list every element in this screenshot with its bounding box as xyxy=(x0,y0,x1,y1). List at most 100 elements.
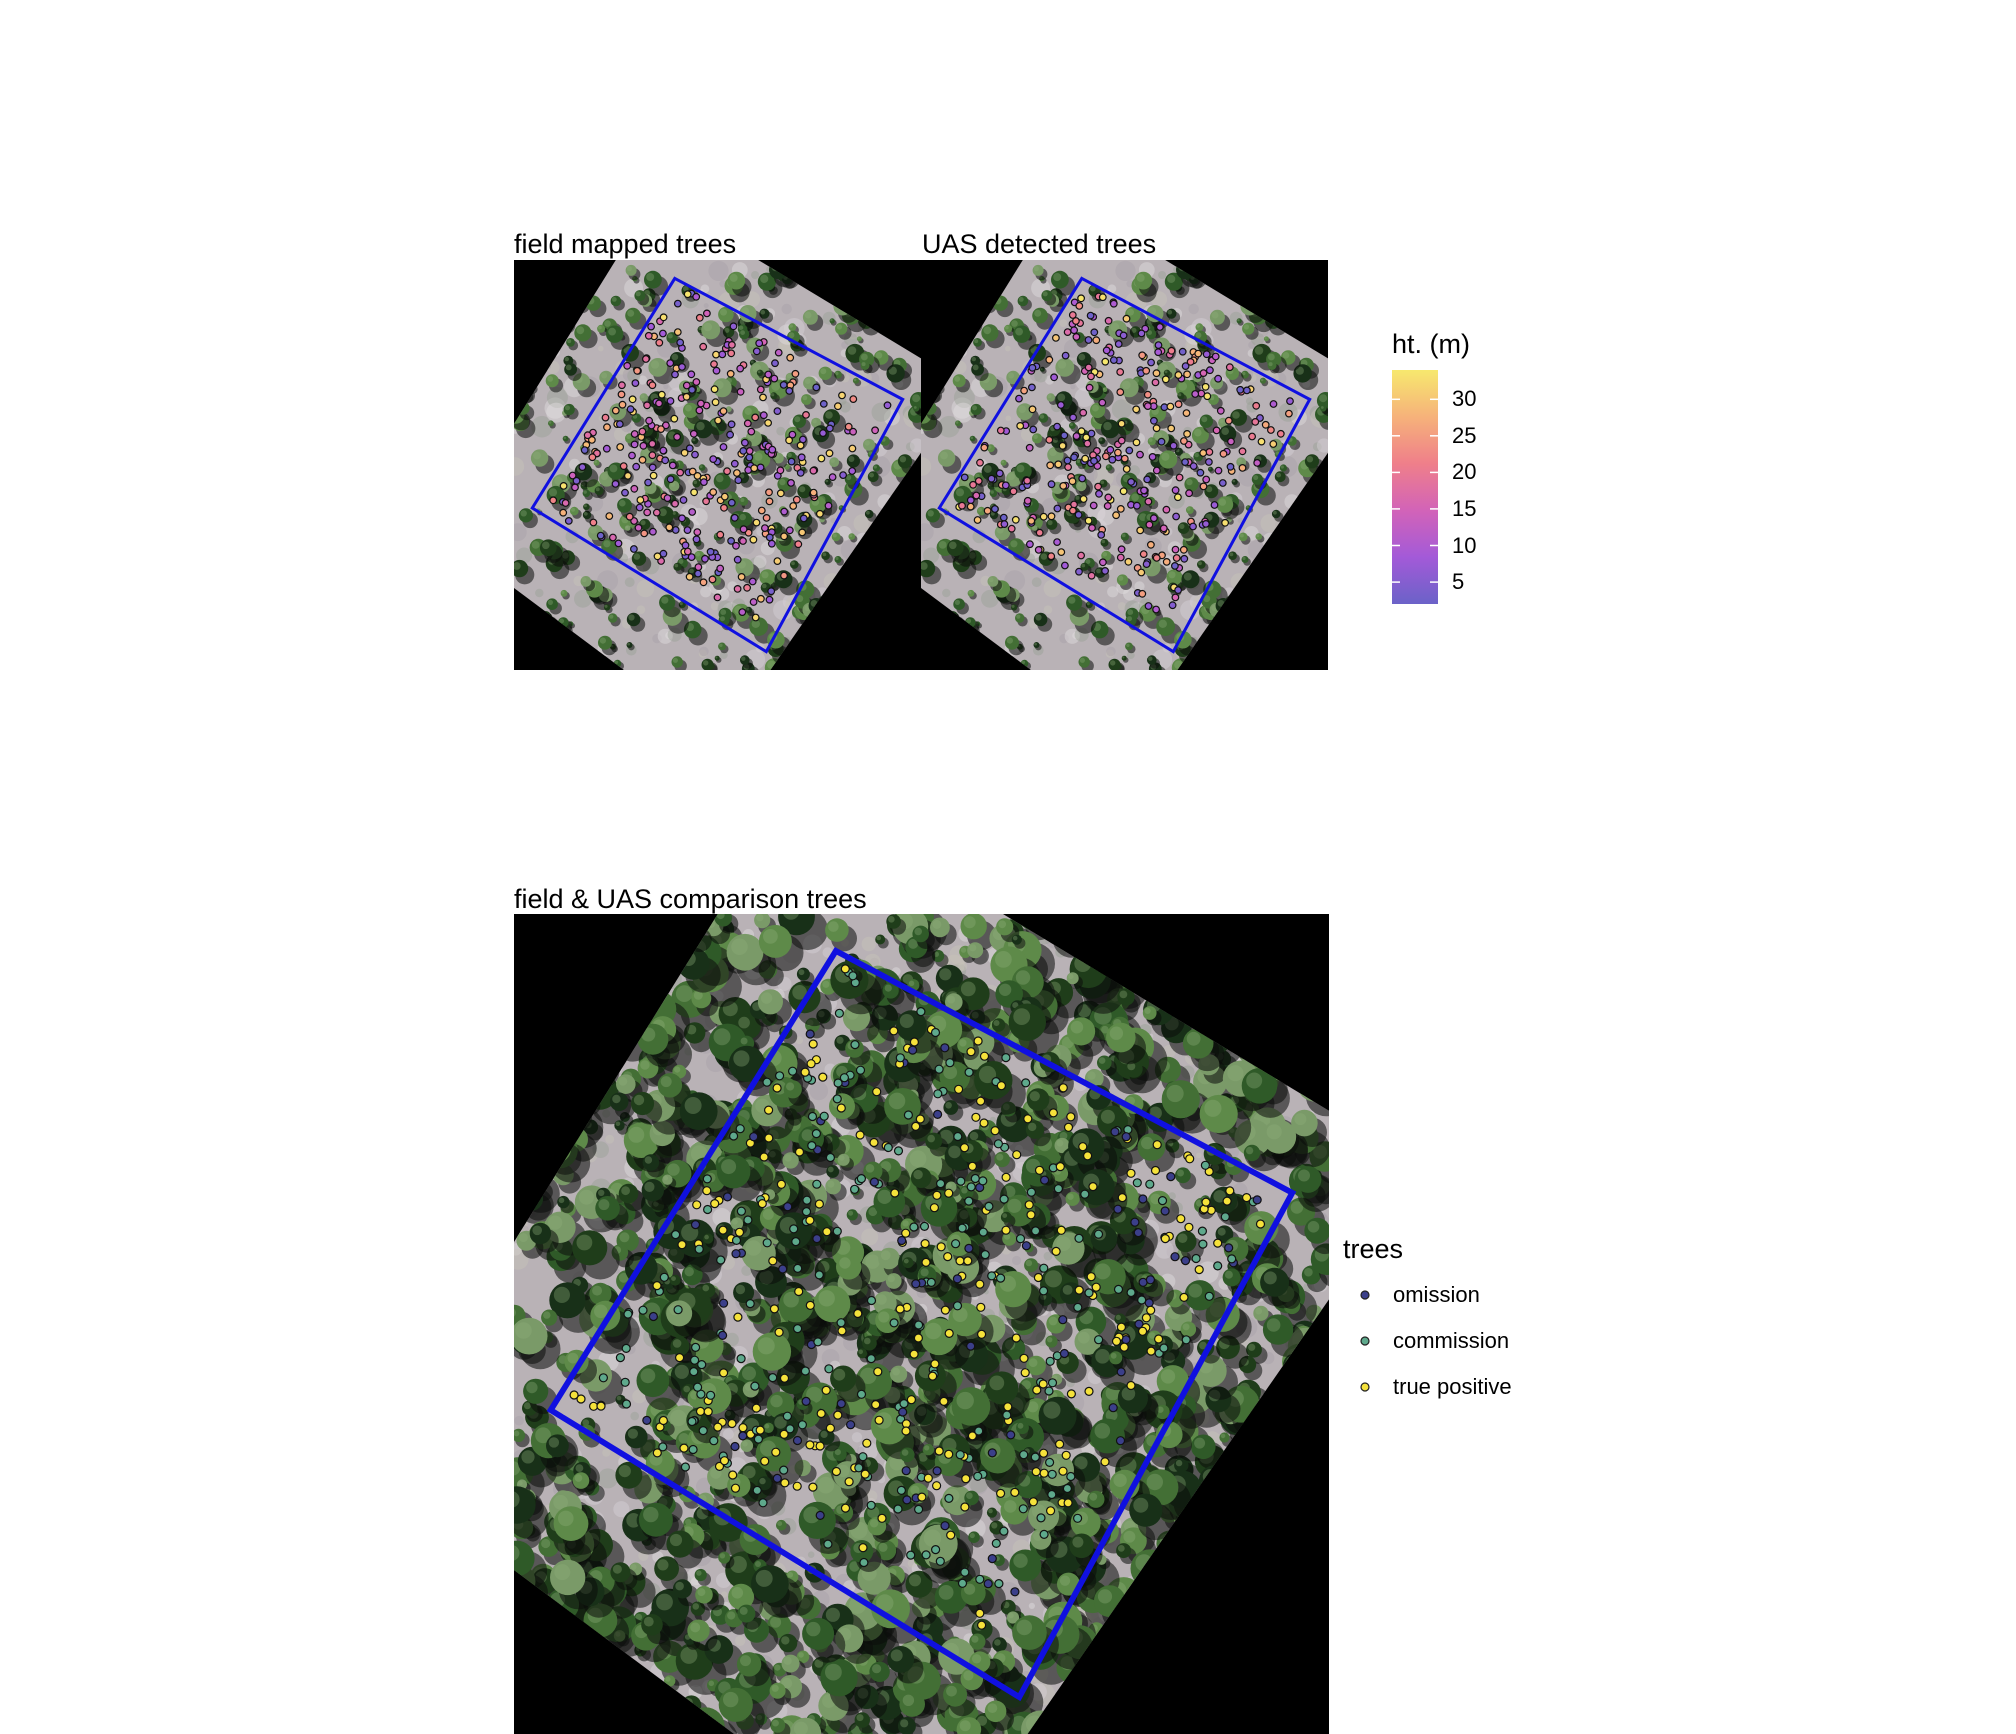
comparison-map-tree-point xyxy=(751,1382,759,1390)
comparison-map-tree-point xyxy=(997,1082,1005,1090)
comparison-map-tree-point xyxy=(806,1216,814,1224)
field-map-tree-point xyxy=(589,454,596,461)
uas-map-tree-point xyxy=(1197,469,1204,476)
uas-map-tree-point xyxy=(1082,455,1089,462)
comparison-map-tree-point xyxy=(1027,1211,1035,1219)
comparison-map-tree-point xyxy=(806,1441,814,1449)
uas-map-tree-point xyxy=(1202,384,1209,391)
uas-map-tree-point xyxy=(1203,351,1210,358)
comparison-map-tree-point xyxy=(681,1463,689,1471)
comparison-map-tree-point xyxy=(795,1288,803,1296)
comparison-map-tree-point xyxy=(933,1467,941,1475)
comparison-map-tree-point xyxy=(1134,1229,1142,1237)
uas-map-tree-point xyxy=(1080,496,1087,503)
comparison-map-tree-point xyxy=(867,1501,875,1509)
comparison-map-tree-point xyxy=(1032,1227,1040,1235)
comparison-map-tree-point xyxy=(894,1505,902,1513)
comparison-map-tree-point xyxy=(934,1110,942,1118)
uas-map-tree-point xyxy=(1141,487,1148,494)
field-map-tree-point xyxy=(735,477,742,484)
field-map-tree-point xyxy=(788,480,795,487)
field-map-tree-point xyxy=(672,500,679,507)
comparison-map-tree-point xyxy=(1131,1218,1139,1226)
uas-map-tree-point xyxy=(1213,427,1220,434)
uas-map-tree-point xyxy=(1103,347,1110,354)
field-map-tree-point xyxy=(749,578,756,585)
comparison-map-tree-point xyxy=(1085,1387,1093,1395)
comparison-map-tree-point xyxy=(692,1343,700,1351)
comparison-map-tree-point xyxy=(972,1113,980,1121)
comparison-map-tree-point xyxy=(956,1451,964,1459)
comparison-map-tree-point xyxy=(979,1177,987,1185)
comparison-map-tree-point xyxy=(703,1187,711,1195)
field-map-tree-point xyxy=(737,365,744,372)
field-map-tree-point xyxy=(681,450,688,457)
field-map-tree-point xyxy=(798,454,805,461)
comparison-map-tree-point xyxy=(1152,1167,1160,1175)
field-map-tree-point xyxy=(803,412,810,419)
comparison-map-tree-point xyxy=(1081,1190,1089,1198)
field-map-tree-point xyxy=(756,340,763,347)
uas-map-tree-point xyxy=(1046,357,1053,364)
field-map-tree-point xyxy=(720,444,727,451)
uas-map-tree-point xyxy=(1048,513,1055,520)
comparison-map-tree-point xyxy=(639,1306,647,1314)
field-map-tree-point xyxy=(734,470,741,477)
comparison-map-tree-point xyxy=(770,1305,778,1313)
uas-map-tree-point xyxy=(1058,402,1065,409)
comparison-map-tree-point xyxy=(922,1258,930,1266)
comparison-map-tree-point xyxy=(915,1505,923,1513)
field-map-tree-point xyxy=(829,474,836,481)
field-map-tree-point xyxy=(817,511,824,518)
comparison-map-tree-point xyxy=(1000,1195,1008,1203)
comparison-map-tree-point xyxy=(1074,1514,1082,1522)
uas-map-tree-point xyxy=(1029,365,1036,372)
uas-map-tree-point xyxy=(1102,358,1109,365)
comparison-map-tree-point xyxy=(944,1253,952,1261)
comparison-map-tree-point xyxy=(1079,1143,1087,1151)
uas-map-tree-point xyxy=(977,459,984,466)
field-map-tree-point xyxy=(631,546,638,553)
comparison-map-tree-point xyxy=(918,1493,926,1501)
comparison-map-tree-point xyxy=(1036,1166,1044,1174)
field-map-tree-point xyxy=(560,483,567,490)
field-map-tree-point xyxy=(794,496,801,503)
field-map-tree-point xyxy=(790,503,797,510)
field-map-tree-point xyxy=(826,450,833,457)
uas-map-tree-point xyxy=(1133,406,1140,413)
field-map-tree-point xyxy=(786,388,793,395)
uas-map-tree-point xyxy=(1060,483,1067,490)
comparison-map-tree-point xyxy=(1223,1197,1231,1205)
uas-map-tree-point xyxy=(1227,464,1234,471)
field-map-tree-point xyxy=(569,472,576,479)
field-map-tree-point xyxy=(612,481,619,488)
uas-map-tree-point xyxy=(1170,442,1177,449)
uas-map-tree-point xyxy=(1161,525,1168,532)
comparison-map-tree-point xyxy=(1048,1470,1056,1478)
uas-map-tree-point xyxy=(1115,341,1122,348)
comparison-map-tree-point xyxy=(997,1274,1005,1282)
comparison-map-tree-point xyxy=(1127,1382,1135,1390)
field-map-tree-point xyxy=(650,528,657,535)
comparison-map-tree-point xyxy=(599,1374,607,1382)
comparison-map-tree-point xyxy=(927,1278,935,1286)
comparison-map-tree-point xyxy=(1186,1155,1194,1163)
comparison-map-tree-point xyxy=(1024,1115,1032,1123)
comparison-map-tree-point xyxy=(784,1203,792,1211)
comparison-map-tree-point xyxy=(861,1470,869,1478)
comparison-map-tree-point xyxy=(896,1054,904,1062)
field-map-tree-point xyxy=(696,407,703,414)
trees-legend-label: omission xyxy=(1393,1282,1480,1308)
comparison-map-tree-point xyxy=(1075,1234,1083,1242)
comparison-map-tree-point xyxy=(929,1372,937,1380)
uas-map-tree-point xyxy=(1173,555,1180,562)
field-map-tree-point xyxy=(810,489,817,496)
comparison-map-tree-point xyxy=(707,1391,715,1399)
field-map-tree-point xyxy=(813,384,820,391)
comparison-map-tree-point xyxy=(964,1257,972,1265)
comparison-map-tree-point xyxy=(781,1374,789,1382)
comparison-map-tree-point xyxy=(978,1621,986,1629)
comparison-map-tree-point xyxy=(890,1319,898,1327)
comparison-map-tree-point xyxy=(794,1437,802,1445)
field-map-tree-point xyxy=(695,564,702,571)
